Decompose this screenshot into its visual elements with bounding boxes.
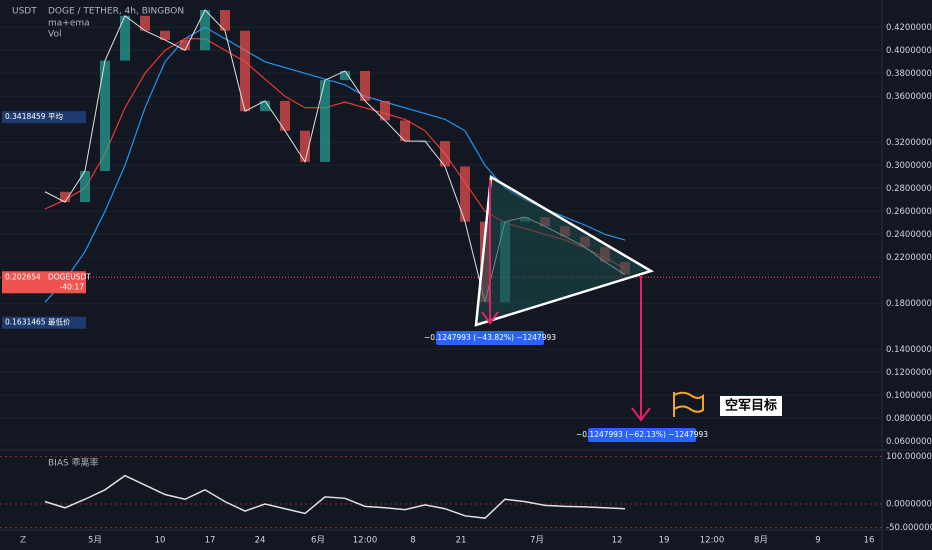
candle: [140, 15, 150, 31]
y-tick-label: 0.2800000: [886, 184, 932, 194]
y-tick-label: 0.2600000: [886, 207, 932, 217]
y-tick-label: 0.1200000: [886, 368, 932, 378]
x-tick-label: 21: [456, 536, 467, 546]
candle: [400, 120, 410, 142]
measure-label: −0.1247993 (−43.82%) −1247993: [424, 333, 556, 342]
badge: [2, 111, 86, 124]
triangle-pattern: [474, 174, 655, 327]
badges: 0.3418459 平均 0.202654 DOGEUSDT 0.1631465 最低价 -…: [2, 111, 91, 329]
x-tick-label: 12: [612, 536, 623, 546]
badge: [2, 316, 86, 329]
timezone-icon: Z: [20, 536, 26, 546]
countdown: -40:17: [60, 282, 85, 291]
y-tick-label: 0.0600000: [886, 437, 932, 447]
symbol: DOGE / TETHER, 4h, BINGBON: [48, 7, 184, 17]
indicator: ma+ema: [48, 19, 90, 29]
badge-label: 平均: [48, 111, 63, 121]
x-tick-label: 8: [410, 536, 415, 546]
x-tick-label: 12:00: [353, 536, 378, 546]
y-tick-label: 0.3600000: [886, 92, 932, 102]
bias-title: BIAS 乖离率: [48, 457, 99, 469]
badge-label: DOGEUSDT: [48, 272, 91, 281]
candle: [60, 191, 70, 203]
candle: [120, 15, 130, 61]
y-tick-label: 0.4200000: [886, 23, 932, 33]
candle: [340, 70, 350, 81]
target-label: 空军目标: [725, 398, 777, 414]
flag-icon: [673, 391, 704, 417]
target-box: [720, 396, 782, 416]
x-tick-label: 9: [815, 536, 820, 546]
bias-tick-label: 100.0000000: [886, 452, 932, 462]
x-tick-label: 10: [155, 536, 166, 546]
candle: [80, 171, 90, 203]
y-tick-label: 0.1400000: [886, 345, 932, 355]
x-tick-label: 24: [255, 536, 266, 546]
candle: [200, 10, 210, 51]
candle: [240, 30, 250, 112]
candle: [380, 100, 390, 121]
candle: [360, 70, 370, 101]
candle: [320, 80, 330, 162]
x-tick-label: 5月: [88, 536, 102, 546]
badge-value: 0.202654: [5, 272, 41, 281]
bias-line: [44, 474, 626, 519]
y-tick-label: 0.2400000: [886, 230, 932, 240]
badge-label: 最低价: [48, 317, 71, 327]
x-tick-label: 16: [864, 536, 875, 546]
x-tick-label: 8月: [754, 536, 768, 546]
y-tick-label: 0.3000000: [886, 161, 932, 171]
y-tick-label: 0.2200000: [886, 253, 932, 263]
measure-box: [588, 428, 696, 442]
badge-value: 0.1631465: [5, 318, 46, 327]
y-tick-label: 0.3200000: [886, 138, 932, 148]
candle: [180, 39, 190, 51]
x-tick-label: 12:00: [700, 536, 725, 546]
candle: [160, 30, 170, 40]
measure-box: [436, 331, 544, 345]
bias-tick-label: 0.0000000: [886, 499, 932, 509]
candle: [280, 100, 290, 131]
arrows: [481, 180, 651, 422]
x-tick-label: 7月: [530, 536, 544, 546]
badge-value: 0.3418459: [5, 112, 46, 121]
x-tick-label: 17: [205, 536, 216, 546]
volume-label: Vol: [48, 30, 61, 40]
badge: [2, 271, 86, 294]
bias-tick-label: -50.0000000: [886, 523, 932, 533]
candle: [460, 166, 470, 222]
candle: [260, 100, 270, 112]
candle: [440, 141, 450, 167]
candle: [220, 10, 230, 31]
candle: [300, 130, 310, 162]
y-tick-label: 0.0800000: [886, 414, 932, 424]
y-tick-label: 0.1000000: [886, 391, 932, 401]
y-tick-label: 0.4000000: [886, 46, 932, 56]
measure-label: −0.1247993 (−62.13%) −1247993: [576, 430, 708, 439]
y-tick-label: 0.1800000: [886, 299, 932, 309]
x-tick-label: 6月: [311, 536, 325, 546]
price-pane: [0, 9, 882, 442]
x-tick-label: 19: [659, 536, 670, 546]
y-tick-label: 0.3800000: [886, 69, 932, 79]
candle: [100, 60, 110, 172]
currency: USDT: [12, 7, 37, 17]
